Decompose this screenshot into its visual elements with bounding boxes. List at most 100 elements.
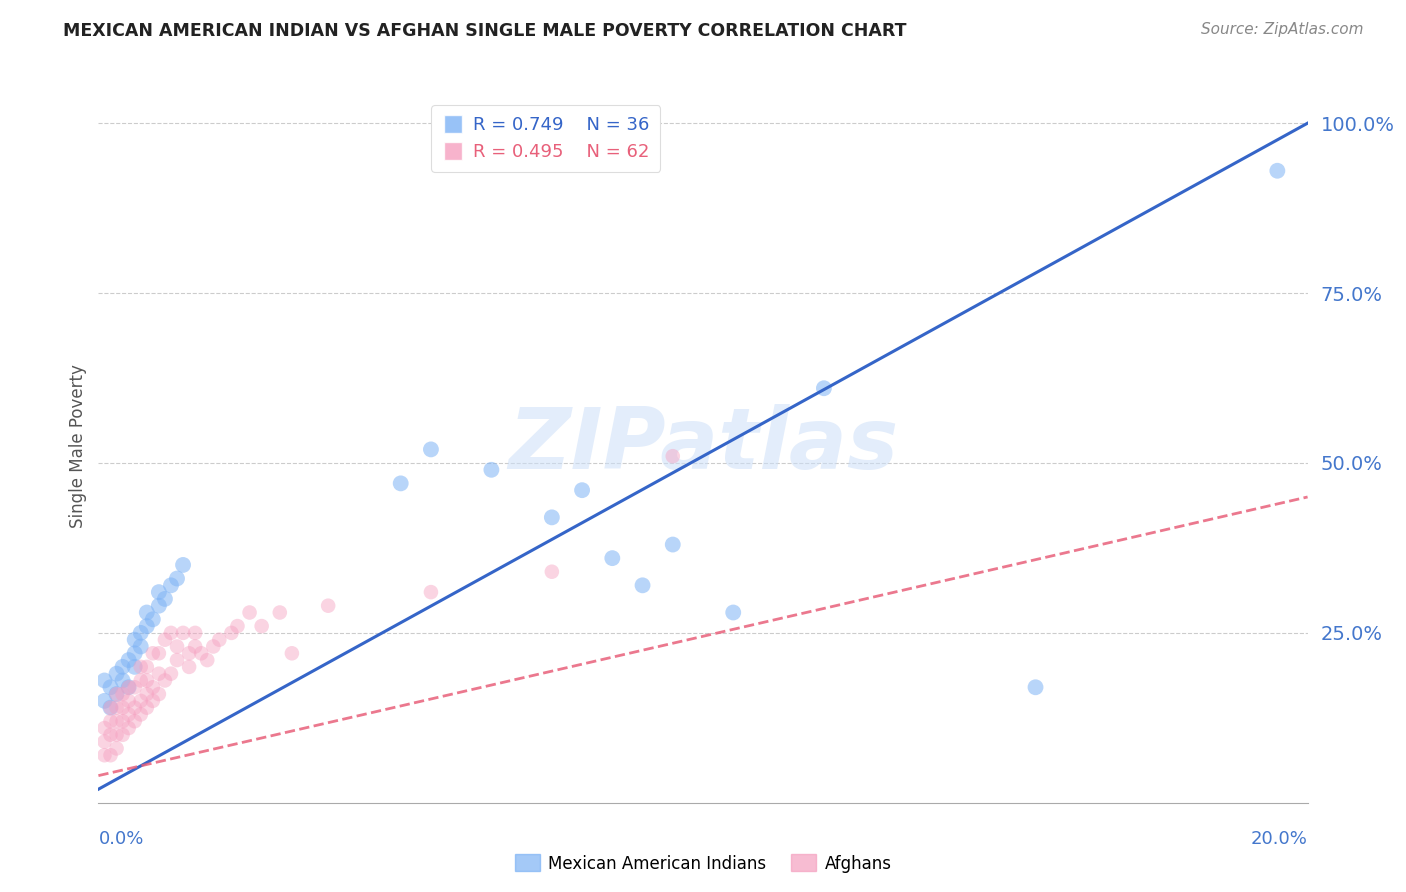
Point <box>111 728 134 742</box>
Point <box>202 640 225 654</box>
Point <box>153 591 176 606</box>
Point <box>166 640 188 654</box>
Point <box>540 565 562 579</box>
Legend: R = 0.749    N = 36, R = 0.495    N = 62: R = 0.749 N = 36, R = 0.495 N = 62 <box>432 105 661 172</box>
Point <box>111 714 134 729</box>
Point <box>105 714 128 729</box>
Point <box>160 626 183 640</box>
Point <box>93 734 115 748</box>
Point <box>148 666 170 681</box>
Point <box>571 483 593 498</box>
Point <box>105 687 128 701</box>
Point <box>135 687 157 701</box>
Point <box>111 687 134 701</box>
Text: Source: ZipAtlas.com: Source: ZipAtlas.com <box>1201 22 1364 37</box>
Point <box>166 572 188 586</box>
Point <box>129 707 152 722</box>
Point <box>148 687 170 701</box>
Point <box>420 442 443 457</box>
Point <box>135 673 157 688</box>
Point <box>631 578 654 592</box>
Point <box>100 748 122 763</box>
Point <box>389 476 412 491</box>
Point <box>179 660 201 674</box>
Point <box>129 626 152 640</box>
Point <box>166 653 188 667</box>
Point <box>813 381 835 395</box>
Point <box>602 551 624 566</box>
Point <box>124 680 146 694</box>
Legend: Mexican American Indians, Afghans: Mexican American Indians, Afghans <box>508 847 898 880</box>
Point <box>105 666 128 681</box>
Point <box>100 680 122 694</box>
Point <box>129 694 152 708</box>
Point <box>723 606 745 620</box>
Point <box>135 660 157 674</box>
Text: 20.0%: 20.0% <box>1251 830 1308 848</box>
Point <box>118 680 141 694</box>
Point <box>93 748 115 763</box>
Point <box>111 673 134 688</box>
Point <box>148 599 170 613</box>
Point <box>142 612 165 626</box>
Point <box>111 660 134 674</box>
Point <box>239 606 262 620</box>
Point <box>105 741 128 756</box>
Point <box>269 606 291 620</box>
Point <box>148 585 170 599</box>
Point <box>129 673 152 688</box>
Point <box>105 700 128 714</box>
Point <box>172 558 194 572</box>
Point <box>135 606 157 620</box>
Y-axis label: Single Male Poverty: Single Male Poverty <box>69 364 87 528</box>
Point <box>100 714 122 729</box>
Point <box>142 694 165 708</box>
Text: MEXICAN AMERICAN INDIAN VS AFGHAN SINGLE MALE POVERTY CORRELATION CHART: MEXICAN AMERICAN INDIAN VS AFGHAN SINGLE… <box>63 22 907 40</box>
Point <box>184 626 207 640</box>
Point <box>105 687 128 701</box>
Point <box>142 646 165 660</box>
Point <box>153 632 176 647</box>
Point <box>93 694 115 708</box>
Text: 0.0%: 0.0% <box>98 830 143 848</box>
Point <box>281 646 304 660</box>
Point <box>661 449 683 463</box>
Point <box>316 599 339 613</box>
Point <box>100 728 122 742</box>
Point <box>142 680 165 694</box>
Point <box>420 585 443 599</box>
Point <box>100 700 122 714</box>
Point <box>124 632 146 647</box>
Point <box>1024 680 1046 694</box>
Point <box>481 463 503 477</box>
Text: ZIPatlas: ZIPatlas <box>508 404 898 488</box>
Point <box>195 653 218 667</box>
Point <box>221 626 243 640</box>
Point <box>124 700 146 714</box>
Point <box>124 646 146 660</box>
Point <box>179 646 201 660</box>
Point <box>208 632 231 647</box>
Point <box>93 721 115 735</box>
Point <box>118 680 141 694</box>
Point <box>111 700 134 714</box>
Point <box>250 619 273 633</box>
Point <box>118 653 141 667</box>
Point <box>124 714 146 729</box>
Point <box>184 640 207 654</box>
Point <box>93 673 115 688</box>
Point <box>129 660 152 674</box>
Point <box>540 510 562 524</box>
Point <box>148 646 170 660</box>
Point <box>135 700 157 714</box>
Point <box>124 660 146 674</box>
Point <box>160 666 183 681</box>
Point <box>226 619 249 633</box>
Point <box>118 694 141 708</box>
Point <box>153 673 176 688</box>
Point <box>190 646 212 660</box>
Point <box>135 619 157 633</box>
Point <box>661 537 683 551</box>
Point <box>105 728 128 742</box>
Point <box>160 578 183 592</box>
